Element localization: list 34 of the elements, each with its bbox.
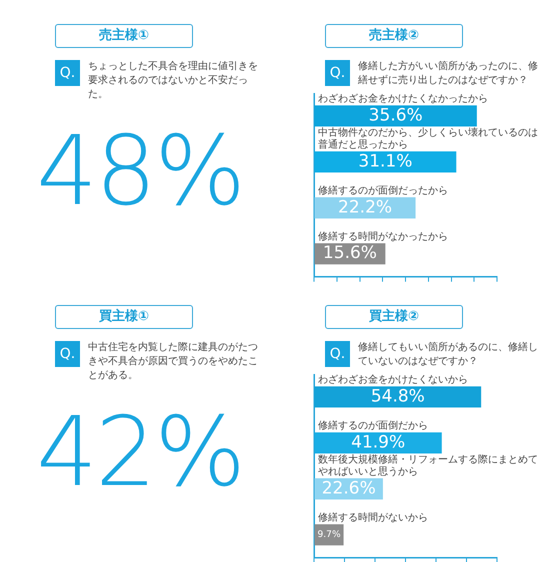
text: 中古住宅を内覧した際に建具のがたつきや不具合が原因で買うのをやめたことがある。 [88,341,258,383]
data-label: 48% [35,115,245,227]
text: Q. [325,341,350,367]
bar [314,105,477,127]
bar [314,151,456,172]
y-tick-label: 修繕するのが面倒だから [318,419,428,432]
text: Q. [325,60,350,86]
data-label: 15.6% [322,243,377,264]
y-tick-label: わざわざお金をかけたくないから [318,373,468,386]
text: Q. [55,341,80,367]
y-tick-label: 数年後大規模修繕・リフォームする際にまとめてやればいいと思うから [318,453,538,478]
text: 買主様① [55,305,193,329]
chart-title: 売主様② [325,24,463,48]
chart-subtitle: 修繕した方がいい箇所があったのに、修繕せずに売り出したのはなぜですか？ [358,60,539,88]
data-label: 22.6% [322,478,376,498]
data-label: 42% [35,396,245,508]
bar [314,386,482,408]
y-tick-label: 修繕する時間がないから [318,511,428,524]
text: 売主様① [55,24,193,48]
text: ちょっとした不具合を理由に値引きを要求されるのではないかと不安だった。 [88,60,258,102]
bar [314,432,442,454]
chart-title: 買主様② [325,305,463,329]
chart-subtitle: 修繕してもいい箇所があるのに、修繕していないのはなぜですか？ [358,341,539,369]
y-tick-label: 修繕する時間がなかったから [318,230,448,242]
y-tick-label: 中古物件なのだから、少しくらい壊れているのは普通だと思ったから [318,126,538,150]
data-label: 22.2% [338,197,392,218]
data-label: 35.6% [368,105,423,126]
text: Q. [55,60,80,86]
data-label: 31.1% [358,151,412,172]
data-label: 9.7% [318,530,341,540]
y-tick-label: 修繕するのが面倒だったから [318,184,448,196]
data-label: 41.9% [351,432,406,452]
data-label: 54.8% [370,386,425,406]
y-tick-label: わざわざお金をかけたくなかったから [318,92,488,104]
